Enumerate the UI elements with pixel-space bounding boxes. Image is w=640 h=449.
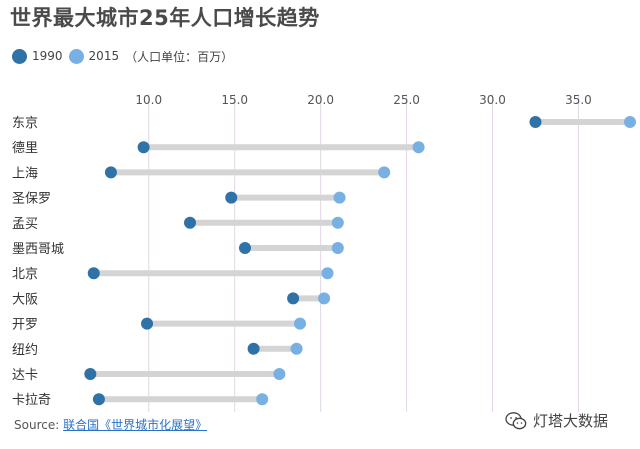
dot-2015 (273, 368, 286, 380)
dot-2015 (331, 242, 344, 254)
category-label: 孟买 (12, 217, 38, 232)
category-label: 圣保罗 (12, 192, 51, 207)
dot-1990 (84, 368, 97, 380)
dot-1990 (92, 393, 105, 406)
legend-item-2015: 2015 (68, 48, 120, 64)
x-tick-label: 25.0 (393, 93, 420, 107)
dot-1990 (239, 242, 251, 254)
dot-1990 (137, 141, 150, 154)
category-label: 上海 (12, 166, 38, 181)
dot-2015 (412, 141, 425, 154)
category-label: 纽约 (12, 343, 38, 358)
dot-2015 (294, 317, 306, 330)
dot-2015 (378, 166, 391, 179)
dot-2015 (318, 292, 331, 305)
x-tick-label: 20.0 (307, 93, 334, 107)
dot-2015 (256, 393, 269, 406)
watermark-text: 灯塔大数据 (533, 412, 609, 430)
category-label: 开罗 (12, 318, 38, 333)
legend-label-2015: 2015 (88, 49, 120, 63)
category-label: 卡拉奇 (12, 392, 51, 408)
x-tick-label: 15.0 (221, 93, 248, 107)
source-link[interactable]: 联合国《世界城市化展望》 (63, 418, 208, 432)
chart-title: 世界最大城市25年人口增长趋势 (10, 6, 320, 30)
watermark: 灯塔大数据 (505, 410, 608, 431)
dot-2015 (333, 191, 346, 204)
x-tick-label: 35.0 (565, 93, 592, 107)
source-prefix: Source: (14, 418, 64, 432)
legend-unit-note: （人口单位：百万） (125, 49, 234, 64)
category-label: 德里 (12, 141, 38, 156)
category-label: 东京 (12, 116, 38, 131)
dot-1990 (87, 267, 100, 280)
dot-1990 (247, 342, 260, 355)
dot-1990 (287, 292, 300, 305)
wechat-icon (505, 411, 527, 429)
source-note: Source: 联合国《世界城市化展望》 (14, 416, 207, 433)
dot-2015 (624, 116, 636, 128)
legend-swatch-1990 (12, 48, 27, 64)
category-label: 墨西哥城 (12, 242, 64, 257)
dot-2015 (331, 216, 344, 229)
legend-label-1990: 1990 (32, 49, 63, 63)
x-tick-label: 30.0 (479, 93, 506, 107)
x-tick-label: 10.0 (135, 93, 162, 107)
category-label: 达卡 (12, 368, 38, 383)
dot-1990 (225, 191, 238, 204)
legend-item-1990: 1990 (12, 48, 63, 64)
dot-2015 (290, 342, 303, 355)
category-label: 大阪 (12, 292, 38, 307)
dot-1990 (104, 166, 117, 179)
legend: 1990 2015 （人口单位：百万） (12, 46, 233, 66)
dot-1990 (141, 317, 154, 330)
dot-1990 (529, 116, 542, 128)
category-label: 北京 (12, 267, 38, 282)
dot-1990 (184, 216, 196, 229)
legend-swatch-2015 (68, 48, 84, 64)
dot-2015 (321, 267, 334, 280)
